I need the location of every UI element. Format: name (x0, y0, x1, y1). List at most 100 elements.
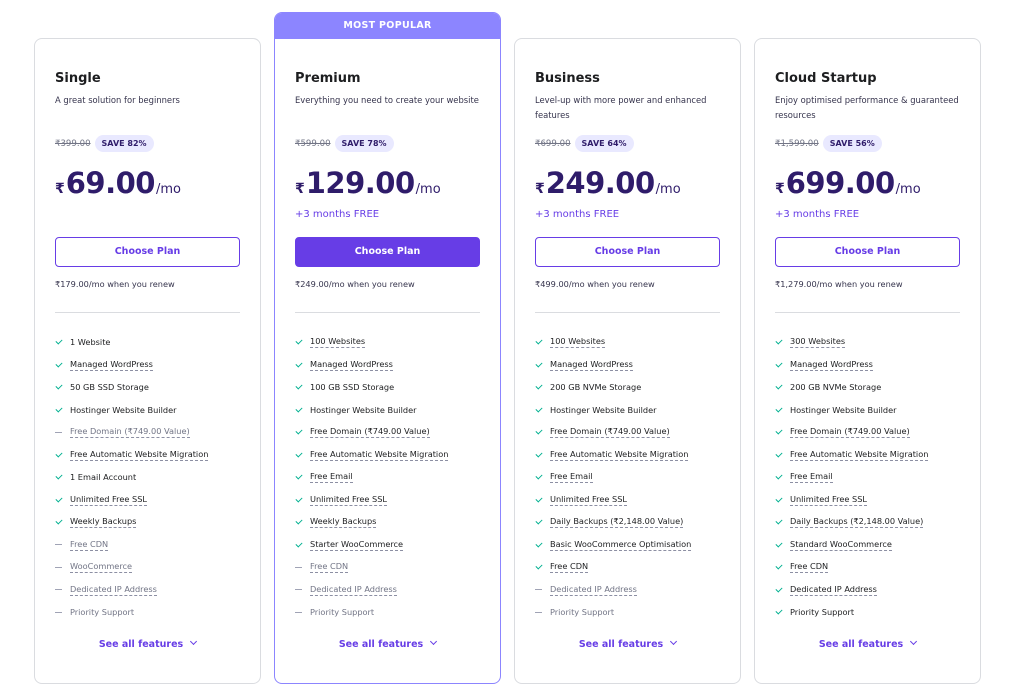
check-icon (295, 360, 310, 368)
feature-label[interactable]: Free CDN (70, 538, 109, 551)
see-all-label: See all features (578, 639, 664, 650)
plan-card-premium: MOST POPULAR Premium Everything you need… (274, 12, 501, 684)
dash-icon (55, 566, 70, 568)
see-all-features-link[interactable]: See all features (55, 637, 240, 650)
feature-label[interactable]: Unlimited Free SSL (70, 493, 147, 506)
feature-label[interactable]: Standard WooCommerce (790, 538, 892, 551)
choose-plan-button[interactable]: Choose Plan (295, 237, 480, 267)
old-price: ₹699.00 (535, 138, 571, 149)
feature-item: Dedicated IP Address (55, 579, 208, 602)
feature-label[interactable]: Dedicated IP Address (790, 583, 877, 596)
see-all-features-link[interactable]: See all features (775, 637, 960, 650)
feature-label[interactable]: Free Automatic Website Migration (550, 448, 689, 461)
see-all-label: See all features (98, 639, 184, 650)
feature-list: 300 Websites Managed WordPress 200 GB NVMe… (775, 331, 929, 624)
feature-label[interactable]: Basic WooCommerce Optimisation (550, 538, 692, 551)
feature-label[interactable]: 100 Websites (550, 336, 606, 349)
choose-plan-button[interactable]: Choose Plan (535, 237, 720, 267)
feature-label[interactable]: Dedicated IP Address (550, 583, 637, 596)
feature-label[interactable]: Weekly Backups (310, 516, 377, 529)
feature-label[interactable]: Free Automatic Website Migration (70, 448, 209, 461)
feature-label[interactable]: Free Domain (₹749.00 Value) (310, 426, 430, 439)
feature-label: 1 Email Account (70, 472, 137, 483)
feature-item: Daily Backups (₹2,148.00 Value) (535, 511, 691, 534)
see-all-features-link[interactable]: See all features (535, 637, 720, 650)
plan-description: Level-up with more power and enhanced fe… (535, 95, 707, 120)
check-icon (775, 495, 790, 503)
check-icon (55, 405, 70, 413)
feature-label[interactable]: Unlimited Free SSL (790, 493, 867, 506)
feature-label[interactable]: Free CDN (790, 561, 829, 574)
feature-label[interactable]: Free Domain (₹749.00 Value) (550, 426, 670, 439)
feature-label[interactable]: Weekly Backups (70, 516, 137, 529)
check-icon (775, 405, 790, 413)
feature-label[interactable]: Unlimited Free SSL (310, 493, 387, 506)
feature-item: Free CDN (295, 556, 448, 579)
feature-label[interactable]: 100 Websites (310, 336, 366, 349)
divider (55, 312, 240, 313)
plan-card-content: Cloud Startup Enjoy optimised performanc… (775, 39, 960, 683)
feature-label[interactable]: Starter WooCommerce (310, 538, 404, 551)
feature-label[interactable]: Daily Backups (₹2,148.00 Value) (790, 516, 924, 529)
old-price: ₹399.00 (55, 138, 91, 149)
feature-item: 200 GB NVMe Storage (535, 376, 691, 399)
plan-description: A great solution for beginners (55, 95, 180, 105)
chevron-down-icon (190, 637, 198, 646)
feature-label: Hostinger Website Builder (550, 404, 657, 415)
feature-item: 300 Websites (775, 331, 928, 354)
feature-item: Priority Support (535, 601, 691, 624)
feature-label[interactable]: Managed WordPress (310, 358, 393, 371)
feature-item: Unlimited Free SSL (535, 489, 691, 512)
feature-label[interactable]: Free CDN (550, 561, 589, 574)
feature-label[interactable]: Free Domain (₹749.00 Value) (790, 426, 910, 439)
dash-icon (295, 589, 310, 591)
feature-label[interactable]: Unlimited Free SSL (550, 493, 627, 506)
feature-label[interactable]: Free Email (310, 471, 353, 484)
feature-label[interactable]: Free Domain (₹749.00 Value) (70, 426, 190, 439)
check-icon (775, 360, 790, 368)
feature-label[interactable]: 300 Websites (790, 336, 846, 349)
feature-label[interactable]: Managed WordPress (790, 358, 873, 371)
feature-item: Dedicated IP Address (775, 579, 928, 602)
check-icon (55, 337, 70, 345)
feature-item: Free Automatic Website Migration (535, 444, 691, 467)
see-all-label: See all features (818, 639, 904, 650)
plan-description: Everything you need to create your websi… (295, 95, 479, 105)
feature-label[interactable]: Free Automatic Website Migration (790, 448, 929, 461)
feature-item: Hostinger Website Builder (295, 399, 448, 422)
see-all-features-link[interactable]: See all features (295, 637, 480, 650)
check-icon (55, 450, 70, 458)
check-icon (295, 472, 310, 480)
price-amount: 249.00 (545, 166, 655, 200)
dash-icon (55, 611, 70, 613)
check-icon (775, 382, 790, 390)
check-icon (775, 607, 790, 615)
choose-plan-button[interactable]: Choose Plan (775, 237, 960, 267)
check-icon (55, 360, 70, 368)
feature-label[interactable]: Free CDN (310, 561, 349, 574)
feature-label[interactable]: Managed WordPress (70, 358, 153, 371)
feature-item: Unlimited Free SSL (295, 489, 448, 512)
feature-label[interactable]: Dedicated IP Address (310, 583, 397, 596)
feature-label[interactable]: Dedicated IP Address (70, 583, 157, 596)
currency-symbol: ₹ (535, 181, 545, 197)
feature-label[interactable]: Free Email (550, 471, 593, 484)
dash-icon (55, 544, 70, 546)
feature-item: 100 Websites (535, 331, 691, 354)
feature-label[interactable]: Managed WordPress (550, 358, 633, 371)
divider (295, 312, 480, 313)
price-period: /mo (415, 182, 441, 197)
feature-item: Priority Support (295, 601, 448, 624)
check-icon (775, 562, 790, 570)
discount-row: ₹599.00 SAVE 78% (295, 135, 394, 152)
feature-item: Standard WooCommerce (775, 534, 928, 557)
feature-label[interactable]: Free Email (790, 471, 833, 484)
feature-label: 200 GB NVMe Storage (550, 382, 642, 393)
feature-label[interactable]: Free Automatic Website Migration (310, 448, 449, 461)
dash-icon (55, 589, 70, 591)
feature-label[interactable]: WooCommerce (70, 561, 133, 574)
feature-label[interactable]: Daily Backups (₹2,148.00 Value) (550, 516, 684, 529)
feature-item: Hostinger Website Builder (55, 399, 208, 422)
choose-plan-button[interactable]: Choose Plan (55, 237, 240, 267)
dash-icon (535, 589, 550, 591)
